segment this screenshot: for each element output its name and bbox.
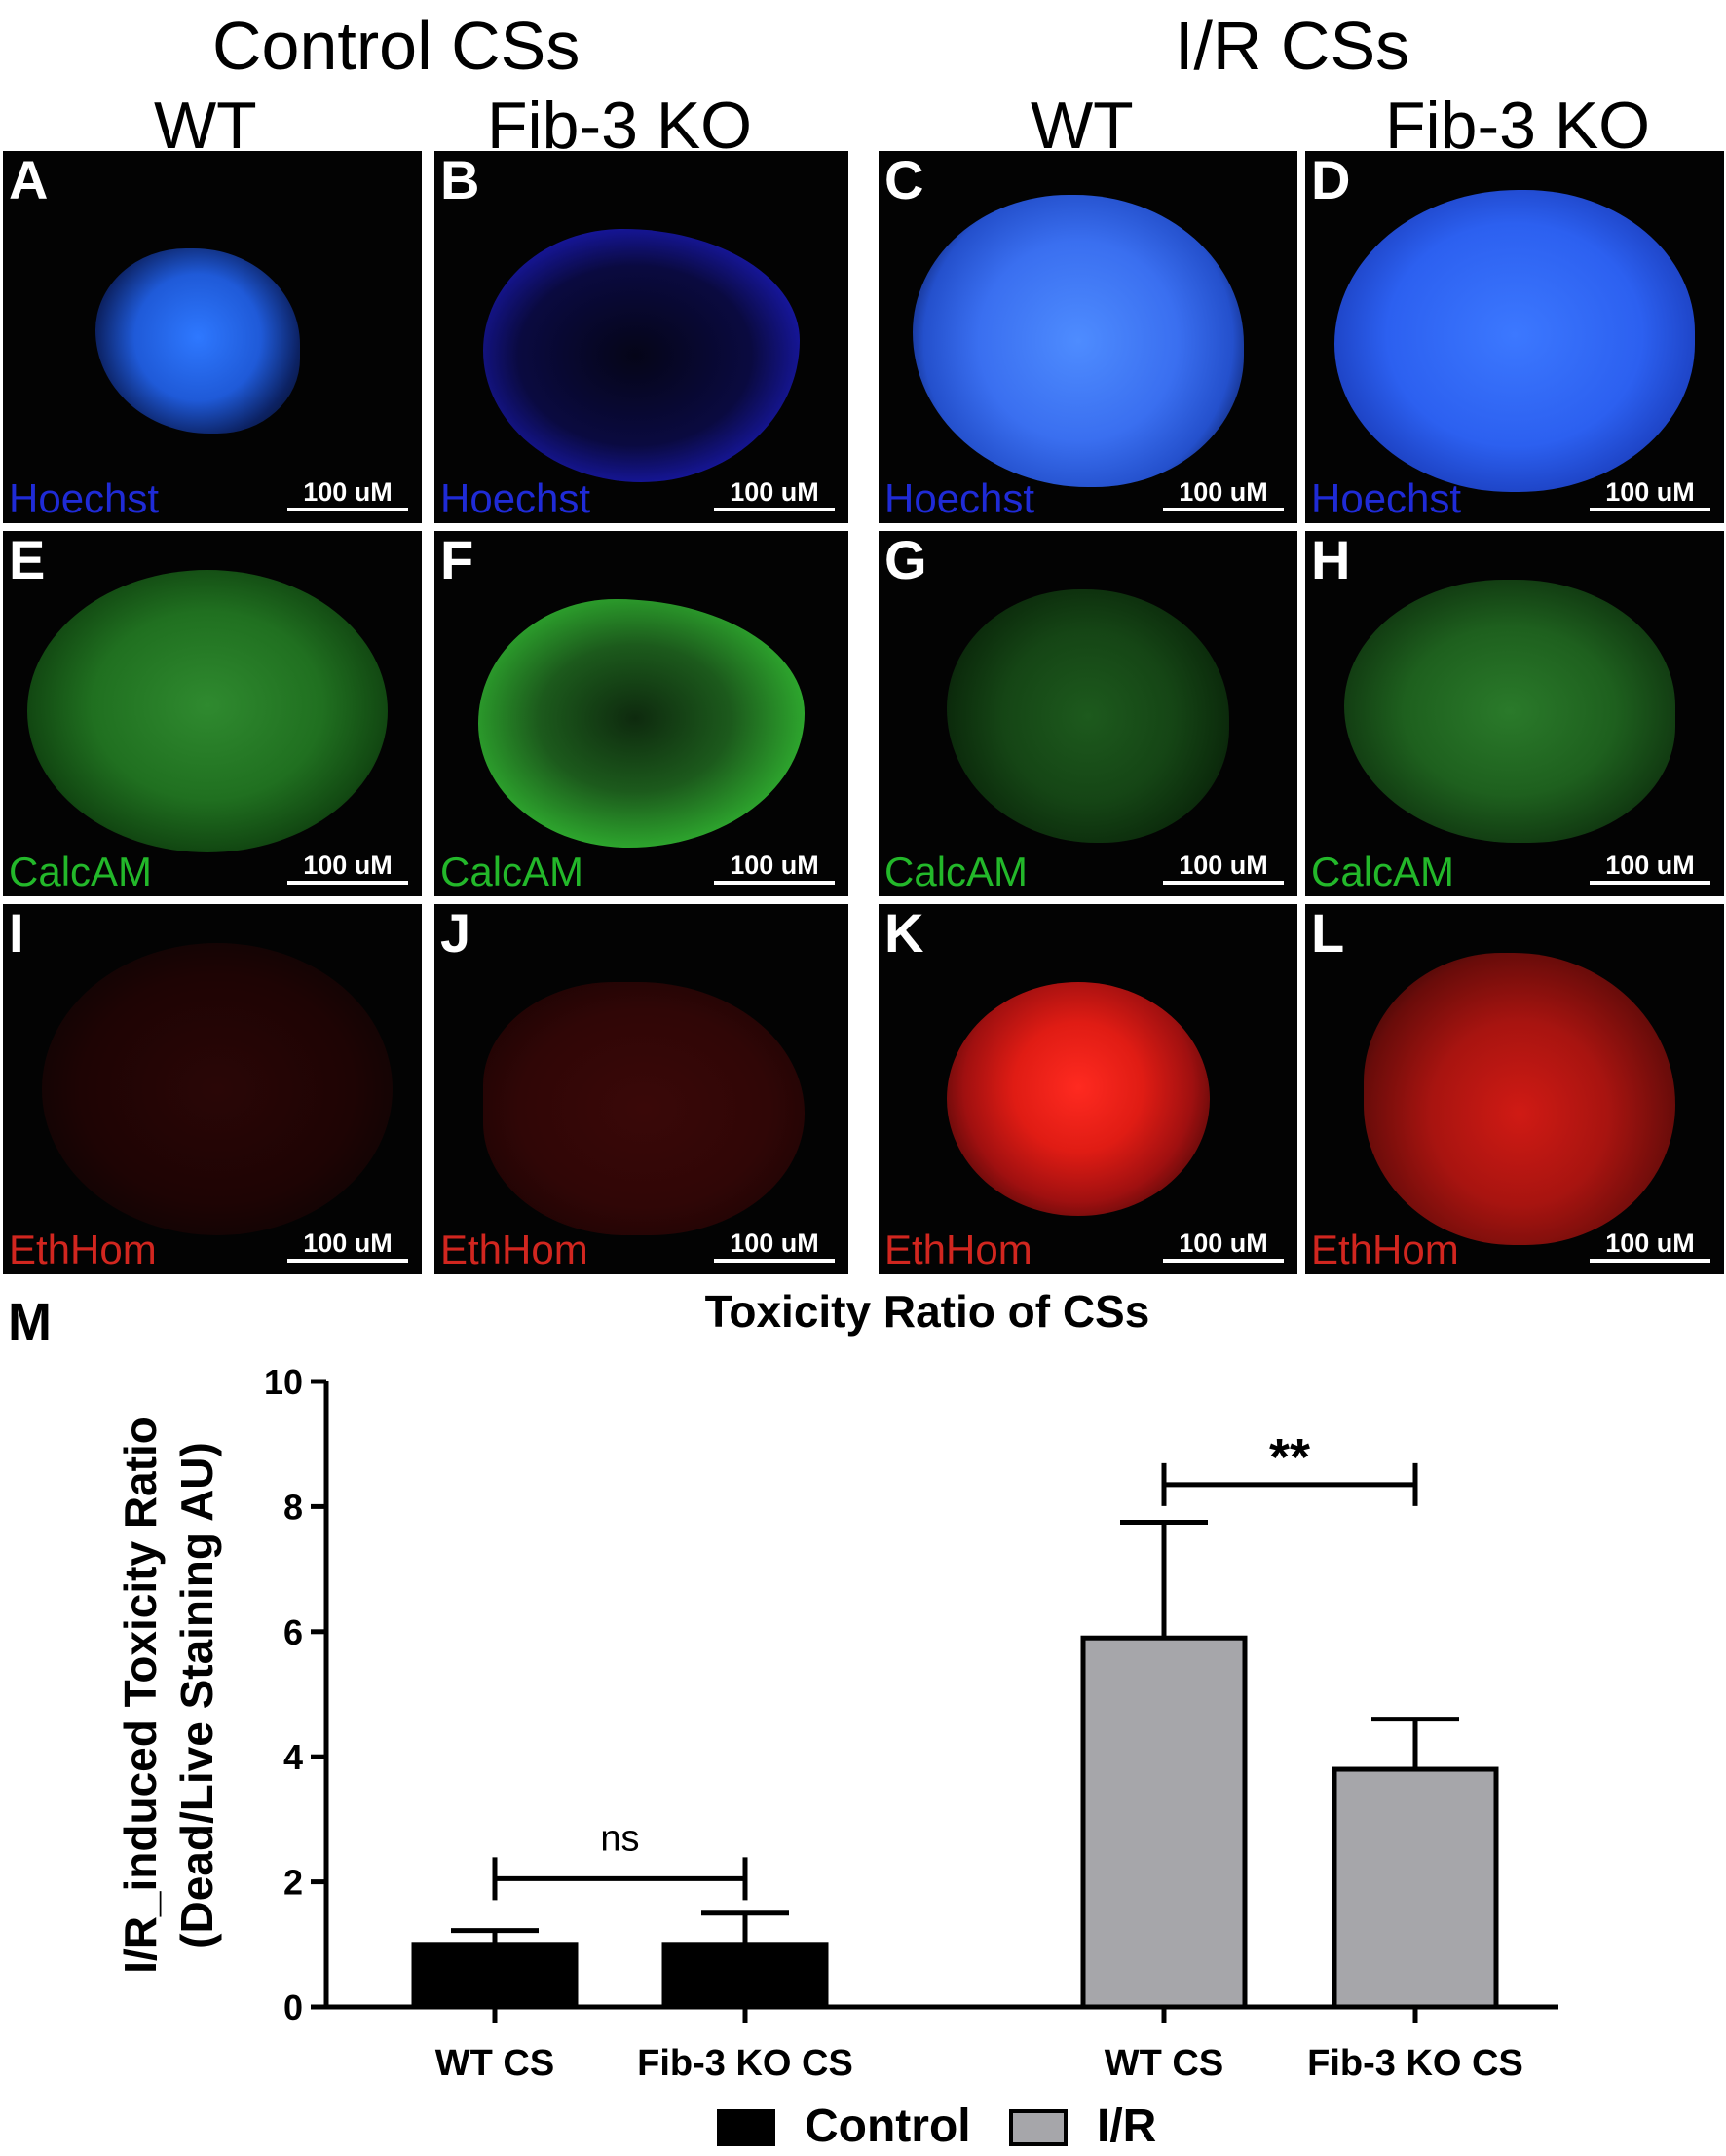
legend-label: Control xyxy=(805,2100,971,2152)
stain-label: CalcAM xyxy=(884,849,1029,894)
micrograph-panel-h: H CalcAM 100 uM xyxy=(1305,531,1724,896)
spheroid-stain xyxy=(483,229,800,482)
stain-label: Hoechst xyxy=(1311,475,1462,521)
stain-label: CalcAM xyxy=(440,849,584,894)
spheroid-stain xyxy=(1334,190,1695,492)
significance-label: ns xyxy=(600,1819,639,1860)
spheroid-stain xyxy=(95,248,300,434)
panel-letter: I xyxy=(9,904,24,964)
panel-letter: G xyxy=(884,531,927,590)
toxicity-ratio-chart: Toxicity Ratio of CSs 0 2 4 6 8 10 I/R_induced … xyxy=(115,1286,1558,2152)
micrograph-panel-j: J EthHom 100 uM xyxy=(434,904,848,1274)
stain-label: CalcAM xyxy=(9,849,153,894)
scale-bar: 100 uM xyxy=(714,1229,835,1263)
y-tick-label: 8 xyxy=(283,1487,303,1527)
y-axis-label: I/R_induced Toxicity Ratio xyxy=(115,1417,166,1974)
spheroid-stain xyxy=(1364,953,1675,1245)
scale-bar: 100 uM xyxy=(714,851,835,885)
panel-letter: B xyxy=(440,151,480,210)
stain-label: EthHom xyxy=(440,1227,588,1272)
legend-swatch xyxy=(717,2109,775,2146)
y-tick-label: 0 xyxy=(283,1987,303,2027)
micrograph-panel-g: G CalcAM 100 uM xyxy=(879,531,1297,896)
panel-letter: L xyxy=(1311,904,1345,964)
stain-label: Hoechst xyxy=(884,475,1035,521)
panel-letter: J xyxy=(440,904,471,964)
bar xyxy=(411,1942,579,2010)
micrograph-panel-e: E CalcAM 100 uM xyxy=(3,531,422,896)
stain-label: EthHom xyxy=(884,1227,1032,1272)
micrograph-panel-b: B Hoechst 100 uM xyxy=(434,151,848,523)
stain-label: Hoechst xyxy=(9,475,160,521)
spheroid-stain xyxy=(27,570,388,852)
header-col-wt-ir: WT xyxy=(1031,89,1134,163)
panel-letter: F xyxy=(440,531,474,590)
x-tick-label: Fib-3 KO CS xyxy=(1307,2043,1523,2084)
bar xyxy=(1332,1766,1499,2010)
spheroid-stain xyxy=(42,943,393,1235)
bar xyxy=(1080,1635,1248,2010)
y-tick-label: 6 xyxy=(283,1612,303,1652)
micrograph-panel-c: C Hoechst 100 uM xyxy=(879,151,1297,523)
scale-bar: 100 uM xyxy=(287,1229,408,1263)
panel-letter: D xyxy=(1311,151,1351,210)
spheroid-stain xyxy=(478,599,805,848)
x-tick-label: Fib-3 KO CS xyxy=(637,2043,853,2084)
scale-bar: 100 uM xyxy=(1590,477,1710,511)
stain-label: Hoechst xyxy=(440,475,591,521)
micrograph-panel-f: F CalcAM 100 uM xyxy=(434,531,848,896)
stain-label: EthHom xyxy=(9,1227,157,1272)
scale-bar: 100 uM xyxy=(1590,851,1710,885)
micrograph-panel-a: A Hoechst 100 uM xyxy=(3,151,422,523)
panel-letter: C xyxy=(884,151,924,210)
legend-swatch xyxy=(1009,2109,1068,2146)
panel-letter: H xyxy=(1311,531,1351,590)
micrograph-panel-d: D Hoechst 100 uM xyxy=(1305,151,1724,523)
scale-bar: 100 uM xyxy=(1163,851,1284,885)
stain-label: CalcAM xyxy=(1311,849,1455,894)
bar xyxy=(661,1942,829,2010)
header-col-wt-control: WT xyxy=(154,89,257,163)
panel-letter: K xyxy=(884,904,924,964)
scale-bar: 100 uM xyxy=(1590,1229,1710,1263)
significance-label: ** xyxy=(1269,1428,1310,1487)
y-tick-label: 2 xyxy=(283,1863,303,1903)
scale-bar: 100 uM xyxy=(1163,1229,1284,1263)
micrograph-panel-l: L EthHom 100 uM xyxy=(1305,904,1724,1274)
x-tick-label: WT CS xyxy=(1105,2043,1223,2084)
micrograph-panel-k: K EthHom 100 uM xyxy=(879,904,1297,1274)
scale-bar: 100 uM xyxy=(714,477,835,511)
header-control-css: Control CSs xyxy=(212,8,581,84)
header-col-ko-ir: Fib-3 KO xyxy=(1385,89,1651,163)
spheroid-stain xyxy=(483,982,805,1235)
micrograph-panel-i: I EthHom 100 uM xyxy=(3,904,422,1274)
scale-bar: 100 uM xyxy=(287,851,408,885)
header-col-ko-control: Fib-3 KO xyxy=(487,89,753,163)
header-ir-css: I/R CSs xyxy=(1175,8,1410,84)
legend-label: I/R xyxy=(1097,2100,1156,2152)
x-tick-label: WT CS xyxy=(435,2043,554,2084)
stain-label: EthHom xyxy=(1311,1227,1459,1272)
chart-title: Toxicity Ratio of CSs xyxy=(705,1286,1150,1337)
y-axis-label: (Dead/Live Staining AU) xyxy=(171,1442,222,1948)
spheroid-stain xyxy=(913,195,1244,487)
spheroid-stain xyxy=(1344,580,1675,843)
panel-letter: E xyxy=(9,531,46,590)
panel-letter-m: M xyxy=(8,1293,52,1351)
y-tick-label: 10 xyxy=(264,1362,303,1402)
spheroid-stain xyxy=(947,589,1229,843)
scale-bar: 100 uM xyxy=(1163,477,1284,511)
scale-bar: 100 uM xyxy=(287,477,408,511)
y-tick-label: 4 xyxy=(283,1737,303,1777)
panel-letter: A xyxy=(9,151,49,210)
spheroid-stain xyxy=(947,982,1210,1216)
